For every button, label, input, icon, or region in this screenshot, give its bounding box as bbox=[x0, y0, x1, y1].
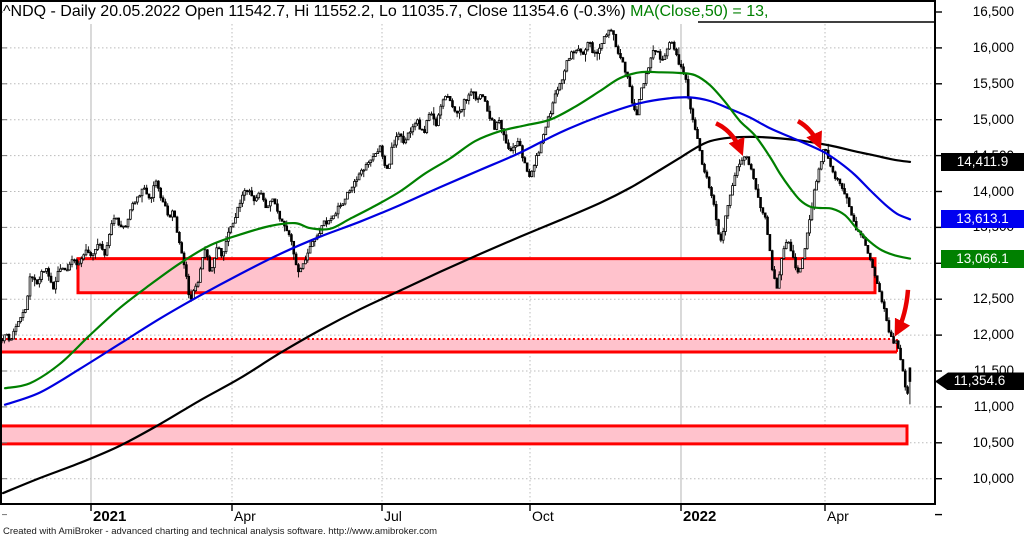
support-zone-10600-border bbox=[0, 424, 909, 446]
chart-title: ^NDQ - Daily 20.05.2022 Open 11542.7, Hi… bbox=[3, 2, 769, 21]
y-axis-label-16500: 16,500 bbox=[972, 4, 1014, 19]
footer-credit: Created with AmiBroker - advanced charti… bbox=[3, 526, 438, 537]
x-axis-label-2022: 2022 bbox=[683, 508, 717, 525]
x-axis-label-Apr: Apr bbox=[827, 508, 849, 524]
y-axis-label-10500: 10,500 bbox=[972, 434, 1014, 450]
x-axis-label-2021: 2021 bbox=[93, 508, 127, 525]
price-badge-130661: 13,066.1 bbox=[941, 249, 1024, 268]
annotation-arrow-2 bbox=[796, 119, 822, 150]
ma100-line bbox=[3, 96, 912, 406]
annotation-arrow-3 bbox=[894, 289, 911, 337]
annotation-arrow-1 bbox=[714, 121, 745, 157]
x-axis-label-Apr: Apr bbox=[234, 508, 256, 524]
y-axis-label-15000: 15,000 bbox=[972, 111, 1014, 127]
support-resistance-zones bbox=[0, 257, 909, 446]
y-axis-label-15500: 15,500 bbox=[972, 75, 1014, 91]
y-axis-label-14000: 14,000 bbox=[972, 183, 1014, 199]
y-axis-label-10000: 10,000 bbox=[972, 470, 1014, 486]
y-axis-label-12500: 12,500 bbox=[972, 291, 1014, 307]
chart-title-ohlc: ^NDQ - Daily 20.05.2022 Open 11542.7, Hi… bbox=[3, 3, 631, 20]
y-axis-label-16000: 16,000 bbox=[972, 39, 1014, 55]
x-axis-label-Jul: Jul bbox=[384, 508, 402, 524]
chart-title-ma-indicator: MA(Close,50) = 13, bbox=[630, 3, 769, 20]
y-axis-label-12000: 12,000 bbox=[972, 327, 1014, 343]
support-zone-12000 bbox=[0, 339, 897, 352]
price-badge-113546: 11,354.6 bbox=[935, 372, 1024, 391]
annotation-arrows bbox=[714, 119, 911, 337]
support-zone-10600 bbox=[0, 425, 907, 444]
candlestick-series bbox=[0, 28, 912, 405]
price-badge-144119: 14,411.9 bbox=[941, 152, 1024, 171]
price-badge-136131: 13,613.1 bbox=[941, 210, 1024, 229]
ma50-line bbox=[3, 70, 912, 390]
plot-frame-and-ticks bbox=[0, 0, 942, 516]
x-axis-label-Oct: Oct bbox=[532, 508, 554, 524]
resistance-zone-upper bbox=[78, 258, 875, 293]
y-axis-label-11000: 11,000 bbox=[973, 398, 1014, 414]
